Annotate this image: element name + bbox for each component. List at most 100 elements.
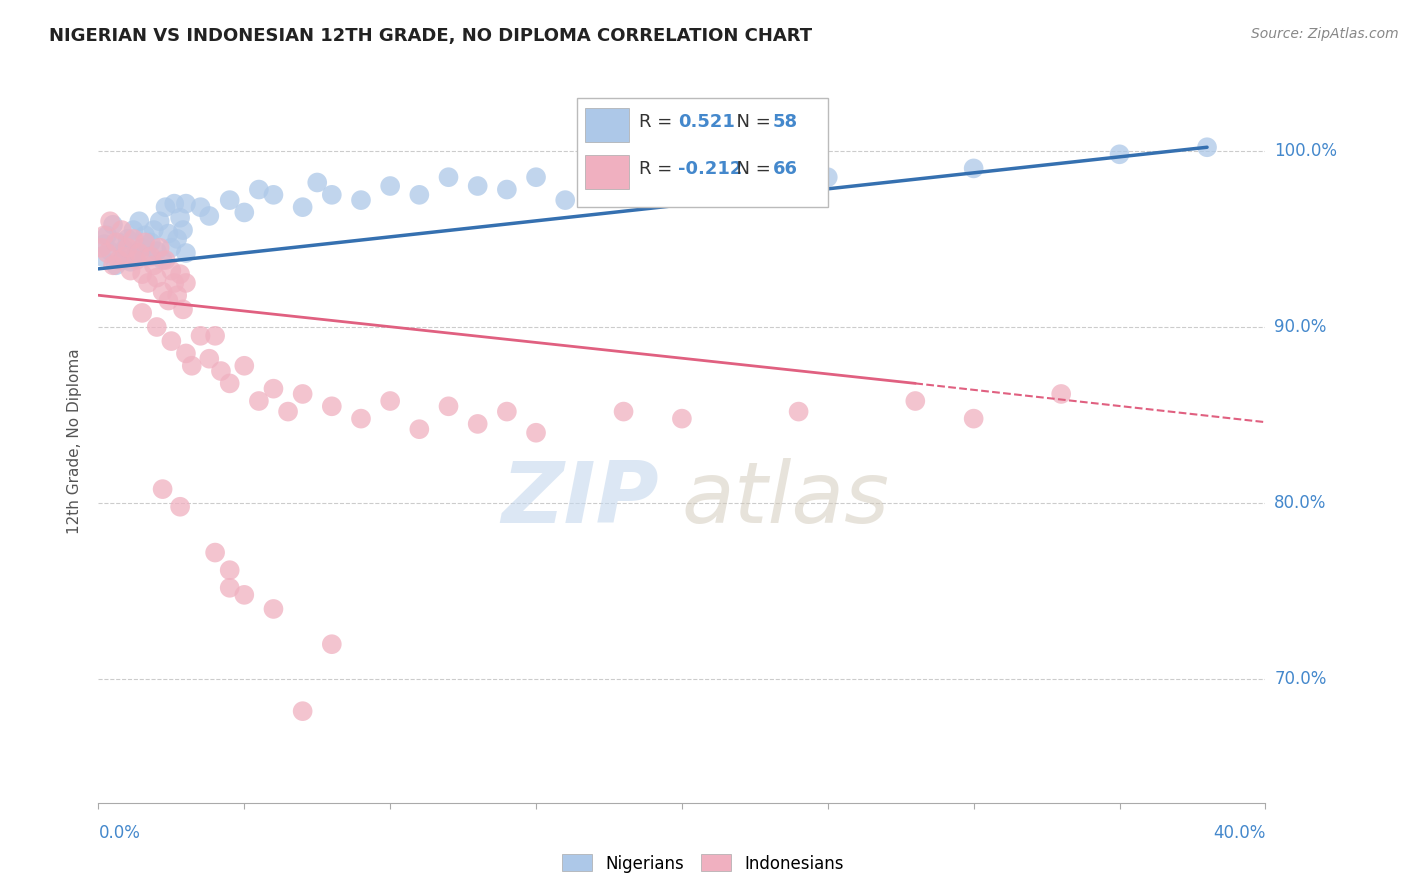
Point	[139, 250, 162, 264]
Point	[321, 399, 343, 413]
Point	[136, 276, 159, 290]
Point	[467, 417, 489, 431]
Point	[641, 187, 664, 202]
Point	[146, 320, 169, 334]
Point	[209, 364, 232, 378]
Point	[134, 235, 156, 250]
Point	[262, 602, 284, 616]
Point	[247, 394, 270, 409]
Point	[524, 425, 547, 440]
Point	[146, 270, 169, 285]
Point	[146, 244, 169, 259]
Point	[408, 422, 430, 436]
Point	[174, 276, 197, 290]
Point	[291, 387, 314, 401]
Point	[166, 288, 188, 302]
Text: 90.0%: 90.0%	[1274, 318, 1326, 336]
Point	[277, 404, 299, 418]
Point	[583, 182, 606, 196]
Point	[291, 704, 314, 718]
Point	[218, 581, 240, 595]
Point	[671, 179, 693, 194]
Point	[172, 302, 194, 317]
Point	[180, 359, 202, 373]
Point	[108, 235, 131, 250]
Point	[117, 232, 139, 246]
Point	[169, 267, 191, 281]
Point	[160, 263, 183, 277]
Point	[131, 241, 153, 255]
Point	[128, 246, 150, 260]
Point	[218, 376, 240, 391]
Point	[98, 244, 121, 259]
Point	[157, 293, 180, 308]
Point	[496, 182, 519, 196]
Point	[169, 211, 191, 225]
FancyBboxPatch shape	[576, 98, 828, 207]
Point	[104, 235, 127, 250]
Y-axis label: 12th Grade, No Diploma: 12th Grade, No Diploma	[67, 349, 83, 534]
Point	[437, 170, 460, 185]
Point	[101, 258, 124, 272]
Text: R =: R =	[638, 112, 678, 131]
Point	[198, 351, 221, 366]
Point	[172, 223, 194, 237]
Text: 40.0%: 40.0%	[1213, 824, 1265, 842]
Point	[612, 170, 634, 185]
Point	[131, 267, 153, 281]
Point	[155, 200, 177, 214]
Point	[1108, 147, 1130, 161]
Point	[962, 411, 984, 425]
Point	[98, 214, 121, 228]
Point	[408, 187, 430, 202]
Point	[169, 500, 191, 514]
Point	[467, 179, 489, 194]
Point	[104, 258, 127, 272]
Point	[125, 253, 148, 268]
Point	[134, 228, 156, 243]
Text: 100.0%: 100.0%	[1274, 142, 1337, 160]
Point	[90, 241, 112, 255]
Text: R =: R =	[638, 160, 678, 178]
Point	[218, 563, 240, 577]
Point	[108, 253, 131, 268]
Point	[350, 193, 373, 207]
Point	[204, 545, 226, 559]
Text: -0.212: -0.212	[679, 160, 742, 178]
Point	[190, 200, 212, 214]
Point	[111, 253, 134, 268]
Point	[152, 285, 174, 299]
Text: 58: 58	[773, 112, 799, 131]
Point	[149, 241, 172, 255]
Text: NIGERIAN VS INDONESIAN 12TH GRADE, NO DIPLOMA CORRELATION CHART: NIGERIAN VS INDONESIAN 12TH GRADE, NO DI…	[49, 27, 813, 45]
Point	[1195, 140, 1218, 154]
Point	[142, 258, 165, 272]
Point	[122, 223, 145, 237]
Point	[122, 232, 145, 246]
Point	[120, 254, 142, 268]
Point	[131, 306, 153, 320]
Point	[142, 223, 165, 237]
Point	[962, 161, 984, 176]
Point	[152, 482, 174, 496]
Point	[190, 328, 212, 343]
Point	[307, 176, 329, 190]
Point	[163, 196, 186, 211]
Text: 0.521: 0.521	[679, 112, 735, 131]
Point	[101, 218, 124, 232]
Point	[111, 223, 134, 237]
Point	[174, 196, 197, 211]
Point	[787, 404, 810, 418]
Point	[262, 187, 284, 202]
Point	[125, 246, 148, 260]
Point	[166, 232, 188, 246]
Point	[233, 359, 256, 373]
Point	[247, 182, 270, 196]
Text: ZIP: ZIP	[501, 458, 658, 541]
Point	[350, 411, 373, 425]
Point	[233, 588, 256, 602]
Point	[152, 253, 174, 268]
Point	[90, 250, 112, 264]
FancyBboxPatch shape	[585, 154, 630, 189]
Point	[291, 200, 314, 214]
